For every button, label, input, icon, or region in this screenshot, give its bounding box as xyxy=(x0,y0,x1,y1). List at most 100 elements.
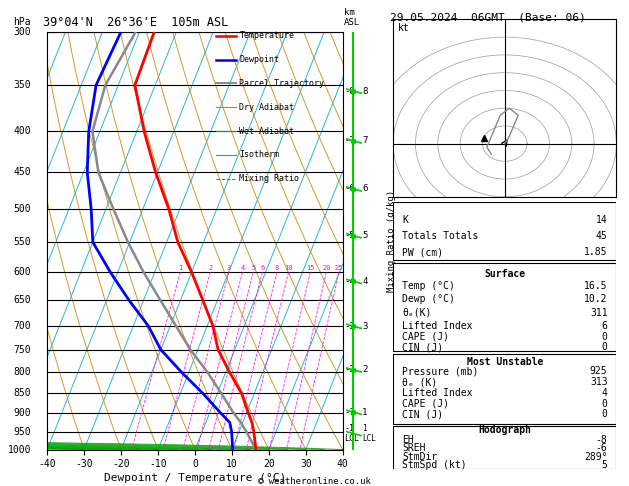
Text: 2: 2 xyxy=(208,265,213,271)
Text: -4: -4 xyxy=(344,277,355,286)
Text: CIN (J): CIN (J) xyxy=(402,409,443,419)
Text: -2: -2 xyxy=(344,365,355,374)
Text: 4: 4 xyxy=(240,265,245,271)
Text: 925: 925 xyxy=(590,366,608,377)
Text: CAPE (J): CAPE (J) xyxy=(402,331,449,342)
Text: 650: 650 xyxy=(13,295,31,305)
Text: 6: 6 xyxy=(260,265,264,271)
Text: Temperature: Temperature xyxy=(239,31,294,40)
Text: Lifted Index: Lifted Index xyxy=(402,321,472,331)
Text: CAPE (J): CAPE (J) xyxy=(402,399,449,409)
Text: Dry Adiabat: Dry Adiabat xyxy=(239,103,294,112)
Text: kt: kt xyxy=(398,23,409,33)
Text: -7: -7 xyxy=(344,137,355,145)
Text: Dewpoint / Temperature (°C): Dewpoint / Temperature (°C) xyxy=(104,472,286,483)
Text: 5: 5 xyxy=(251,265,255,271)
Text: 289°: 289° xyxy=(584,451,608,462)
Text: -5: -5 xyxy=(344,231,355,240)
Text: θₑ(K): θₑ(K) xyxy=(402,308,431,318)
Text: 1
LCL: 1 LCL xyxy=(362,424,376,443)
Text: -3: -3 xyxy=(344,322,355,331)
Text: 550: 550 xyxy=(13,237,31,247)
Text: 300: 300 xyxy=(13,27,31,36)
Text: 6: 6 xyxy=(362,184,368,193)
Text: -6: -6 xyxy=(344,184,355,193)
Text: 0: 0 xyxy=(601,399,608,409)
Text: Totals Totals: Totals Totals xyxy=(402,231,479,242)
Text: 950: 950 xyxy=(13,427,31,437)
Text: 4: 4 xyxy=(601,388,608,398)
Text: 350: 350 xyxy=(13,80,31,90)
Bar xyxy=(393,354,616,423)
Text: EH: EH xyxy=(402,434,414,445)
Text: 313: 313 xyxy=(590,377,608,387)
Text: 600: 600 xyxy=(13,267,31,277)
Text: -8: -8 xyxy=(344,87,355,96)
Text: -1: -1 xyxy=(344,408,355,417)
Text: 4: 4 xyxy=(362,277,368,286)
Text: Pressure (mb): Pressure (mb) xyxy=(402,366,479,377)
Text: 8: 8 xyxy=(275,265,279,271)
Text: 6: 6 xyxy=(601,321,608,331)
Text: CIN (J): CIN (J) xyxy=(402,342,443,352)
Text: 15: 15 xyxy=(306,265,314,271)
Text: Mixing Ratio (g/kg): Mixing Ratio (g/kg) xyxy=(387,190,396,292)
Title: 39°04'N  26°36'E  105m ASL: 39°04'N 26°36'E 105m ASL xyxy=(43,16,228,29)
Text: Wet Adiabat: Wet Adiabat xyxy=(239,126,294,136)
Text: 850: 850 xyxy=(13,388,31,398)
Text: 400: 400 xyxy=(13,126,31,137)
Text: 311: 311 xyxy=(590,308,608,318)
Text: 20: 20 xyxy=(322,265,331,271)
Text: K: K xyxy=(402,215,408,226)
Text: 45: 45 xyxy=(596,231,608,242)
Text: 3: 3 xyxy=(362,322,368,331)
Text: 0: 0 xyxy=(601,331,608,342)
Text: 0: 0 xyxy=(601,409,608,419)
Text: Lifted Index: Lifted Index xyxy=(402,388,472,398)
Bar xyxy=(393,263,616,351)
Text: Dewp (°C): Dewp (°C) xyxy=(402,294,455,304)
Text: 5: 5 xyxy=(601,460,608,470)
Text: Parcel Trajectory: Parcel Trajectory xyxy=(239,79,325,88)
Text: 0: 0 xyxy=(601,342,608,352)
Text: 700: 700 xyxy=(13,321,31,331)
Text: 800: 800 xyxy=(13,367,31,377)
Text: 750: 750 xyxy=(13,345,31,355)
Text: 1000: 1000 xyxy=(8,445,31,454)
Text: 29.05.2024  06GMT  (Base: 06): 29.05.2024 06GMT (Base: 06) xyxy=(390,12,586,22)
Text: 5: 5 xyxy=(362,231,368,240)
Text: 16.5: 16.5 xyxy=(584,281,608,291)
Text: PW (cm): PW (cm) xyxy=(402,247,443,258)
Text: -1
LCL: -1 LCL xyxy=(344,424,359,443)
Text: θₑ (K): θₑ (K) xyxy=(402,377,437,387)
Bar xyxy=(393,426,616,469)
Text: 3: 3 xyxy=(226,265,231,271)
Text: Mixing Ratio: Mixing Ratio xyxy=(239,174,299,183)
Text: 1: 1 xyxy=(362,408,368,417)
Text: Temp (°C): Temp (°C) xyxy=(402,281,455,291)
Text: 2: 2 xyxy=(362,365,368,374)
Text: 500: 500 xyxy=(13,204,31,214)
Text: 7: 7 xyxy=(362,137,368,145)
Text: 1.85: 1.85 xyxy=(584,247,608,258)
Text: 8: 8 xyxy=(362,87,368,96)
Text: 14: 14 xyxy=(596,215,608,226)
Text: Isotherm: Isotherm xyxy=(239,150,279,159)
Text: © weatheronline.co.uk: © weatheronline.co.uk xyxy=(258,477,371,486)
Text: SREH: SREH xyxy=(402,443,426,453)
Text: 450: 450 xyxy=(13,167,31,177)
Text: 10.2: 10.2 xyxy=(584,294,608,304)
Text: -8: -8 xyxy=(596,434,608,445)
Bar xyxy=(393,202,616,260)
Text: StmSpd (kt): StmSpd (kt) xyxy=(402,460,467,470)
Text: 25: 25 xyxy=(335,265,343,271)
Text: 10: 10 xyxy=(284,265,292,271)
Text: km
ASL: km ASL xyxy=(344,8,360,27)
Text: Most Unstable: Most Unstable xyxy=(467,357,543,367)
Text: 1: 1 xyxy=(178,265,182,271)
Text: Surface: Surface xyxy=(484,269,525,279)
Text: StmDir: StmDir xyxy=(402,451,437,462)
Text: -6: -6 xyxy=(596,443,608,453)
Text: hPa: hPa xyxy=(13,17,31,27)
Text: Dewpoint: Dewpoint xyxy=(239,55,279,64)
